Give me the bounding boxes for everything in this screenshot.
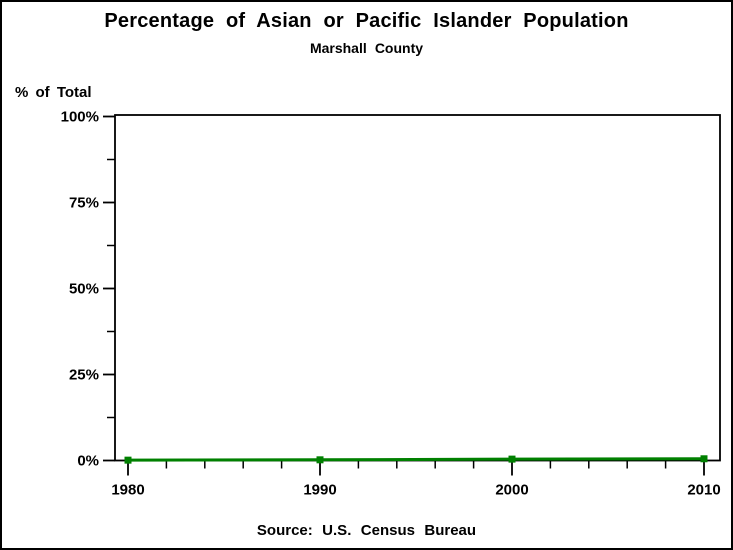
chart-title: Percentage of Asian or Pacific Islander … (104, 10, 629, 32)
x-tick-label: 1980 (111, 482, 144, 499)
data-point-marker (700, 455, 708, 463)
data-line (127, 457, 705, 462)
x-tick-label: 2000 (495, 482, 528, 499)
y-tick-label: 50% (69, 281, 99, 298)
y-tick-label: 100% (61, 109, 99, 126)
x-tick-label: 2010 (687, 482, 720, 499)
plot-frame (114, 114, 721, 462)
y-tick-label: 25% (69, 367, 99, 384)
x-tick-label: 1990 (303, 482, 336, 499)
data-point-marker (124, 456, 132, 464)
y-tick-label: 0% (77, 453, 99, 470)
y-axis-label: % of Total (15, 84, 92, 101)
data-point-marker (316, 456, 324, 464)
data-point-marker (508, 455, 516, 463)
chart-subtitle: Marshall County (309, 40, 424, 56)
y-tick-label: 75% (69, 195, 99, 212)
source-note: Source: U.S. Census Bureau (256, 522, 477, 539)
